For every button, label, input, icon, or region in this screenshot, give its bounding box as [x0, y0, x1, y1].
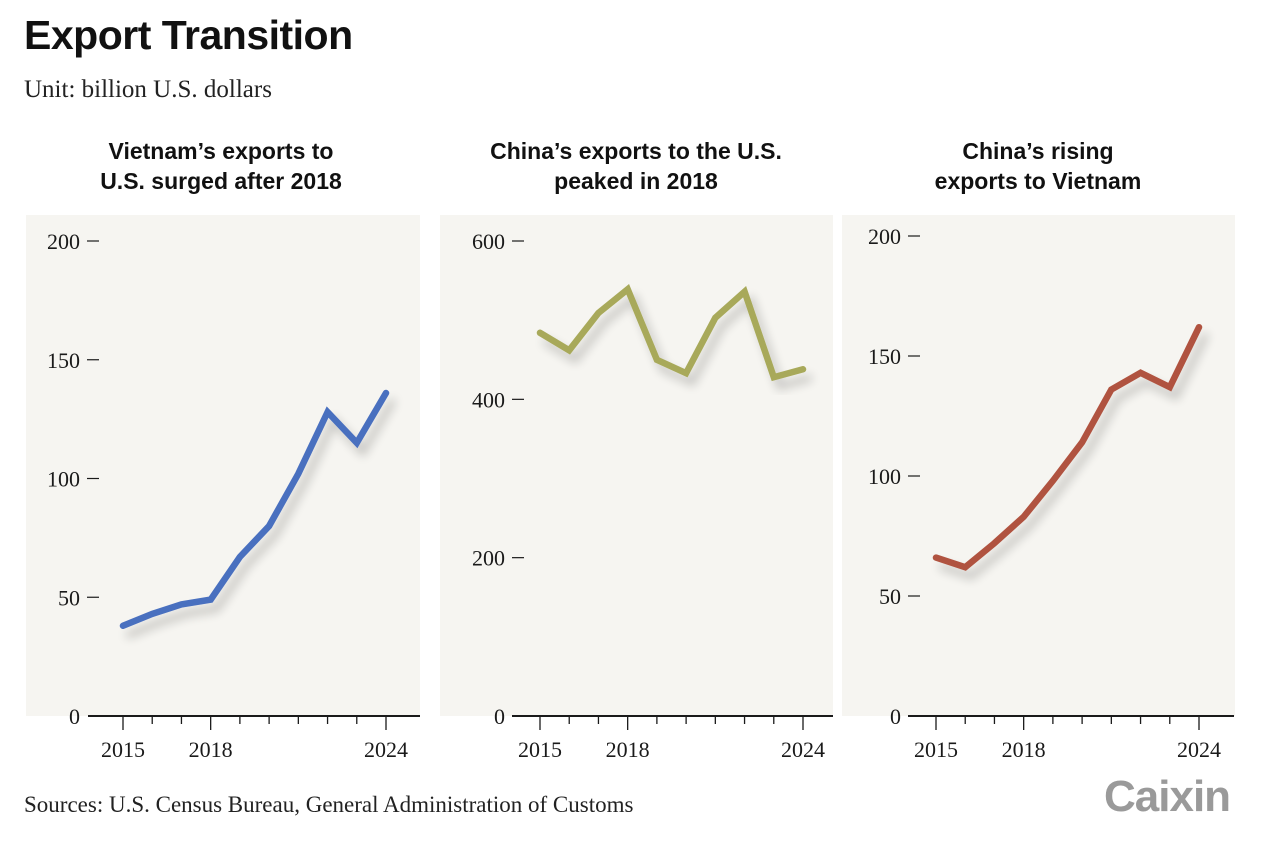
y-tick-label: 200	[47, 229, 80, 254]
y-tick-label: 150	[47, 348, 80, 373]
chart-panel-1: 0 50 100 150 200 2015 2018 2024	[26, 215, 420, 762]
y-tick-label: 100	[868, 464, 901, 489]
y-tick-label: 150	[868, 344, 901, 369]
x-tick-label: 2015	[914, 737, 958, 762]
unit-subtitle: Unit: billion U.S. dollars	[24, 76, 272, 103]
y-tick-label: 200	[868, 224, 901, 249]
panel-background	[842, 215, 1235, 716]
y-tick-label: 50	[879, 584, 901, 609]
chart-panel-2: 0 200 400 600 2015 2018 2024	[440, 215, 833, 762]
x-tick-label: 2018	[189, 737, 233, 762]
panel-title-line: China’s exports to the U.S.	[490, 138, 782, 164]
y-tick-label: 100	[47, 467, 80, 492]
panel-background	[26, 215, 420, 716]
panel-title-vietnam-to-us: Vietnam’s exports to U.S. surged after 2…	[21, 136, 421, 196]
panel-title-line: peaked in 2018	[554, 168, 718, 194]
panel-title-line: exports to Vietnam	[934, 168, 1142, 194]
y-tick-label: 400	[472, 387, 505, 412]
x-tick-label: 2015	[518, 737, 562, 762]
panel-title-line: U.S. surged after 2018	[100, 168, 342, 194]
y-tick-label: 50	[58, 585, 80, 610]
y-tick-label: 0	[69, 704, 80, 729]
x-tick-label: 2018	[606, 737, 650, 762]
x-tick-label: 2018	[1002, 737, 1046, 762]
panel-background	[440, 215, 833, 716]
chart-panel-3: 0 50 100 150 200 2015 2018 2024	[842, 215, 1235, 762]
y-tick-label: 0	[494, 704, 505, 729]
y-tick-label: 200	[472, 546, 505, 571]
x-tick-label: 2015	[101, 737, 145, 762]
x-tick-label: 2024	[1177, 737, 1221, 762]
caixin-logo: Caixin	[1104, 772, 1231, 821]
x-tick-label: 2024	[781, 737, 825, 762]
x-tick-label: 2024	[364, 737, 408, 762]
y-tick-label: 600	[472, 229, 505, 254]
series-line	[536, 284, 807, 382]
sources-note: Sources: U.S. Census Bureau, General Adm…	[24, 792, 634, 817]
y-tick-label: 0	[890, 704, 901, 729]
panel-title-china-to-vietnam: China’s rising exports to Vietnam	[838, 136, 1238, 196]
panel-title-china-to-us: China’s exports to the U.S. peaked in 20…	[436, 136, 836, 196]
series-line	[119, 389, 390, 630]
panel-title-line: Vietnam’s exports to	[108, 138, 334, 164]
series-line	[932, 323, 1203, 571]
chart-title: Export Transition	[24, 12, 353, 58]
panel-title-line: China’s rising	[962, 138, 1114, 164]
